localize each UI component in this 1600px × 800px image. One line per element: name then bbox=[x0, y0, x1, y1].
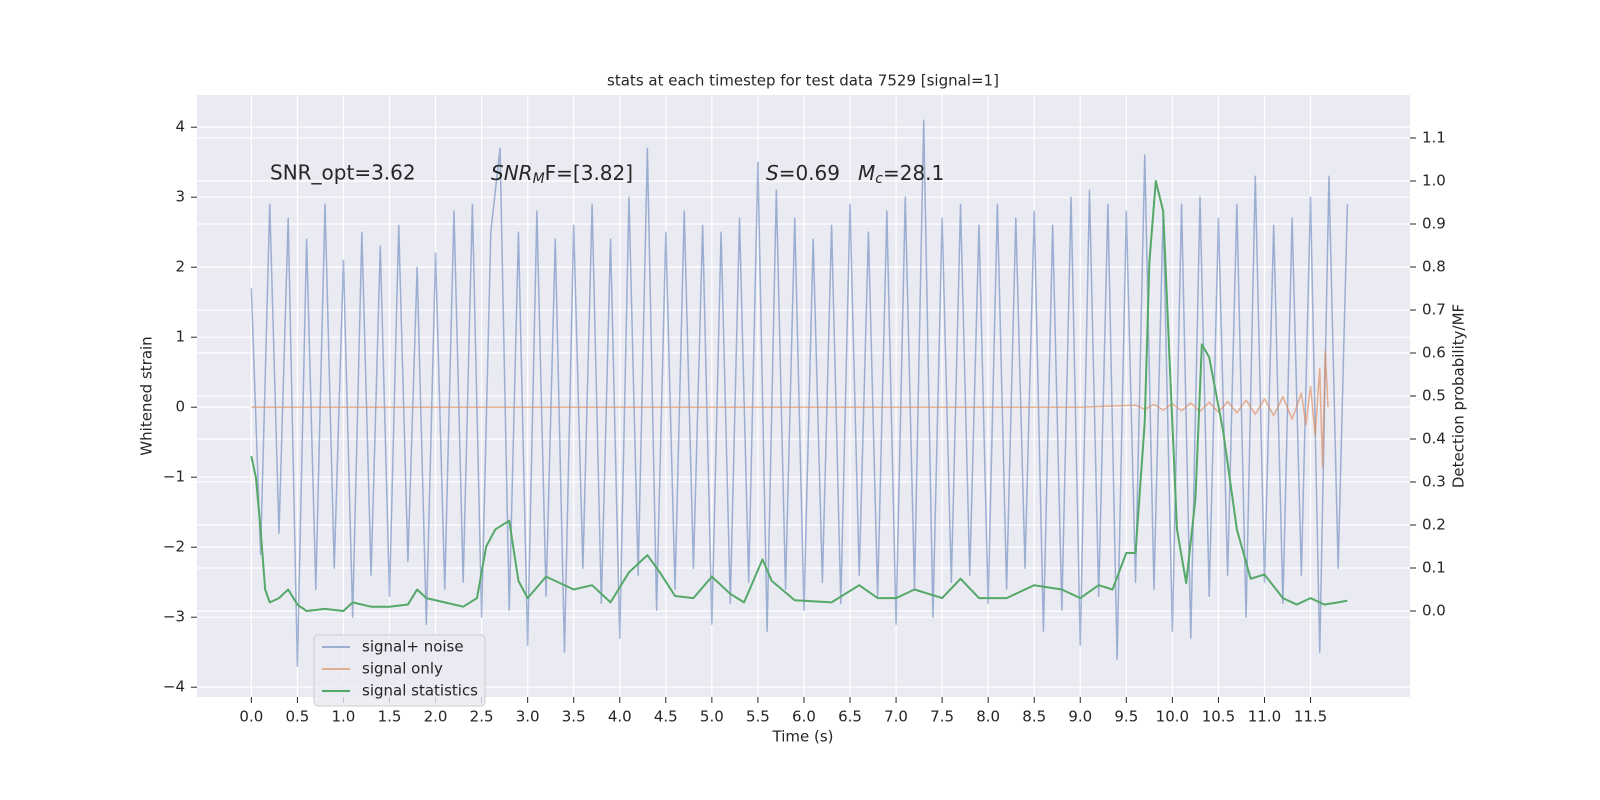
legend: signal+ noise signal only signal statistic… bbox=[313, 634, 486, 707]
annotation-main: SNR bbox=[491, 161, 533, 185]
series-line bbox=[250, 180, 1348, 612]
x-tick-label: 11.0 bbox=[1248, 708, 1281, 726]
annotation-sub: c bbox=[875, 171, 883, 187]
x-tick-label: 4.0 bbox=[608, 708, 632, 726]
y2-tick-label: 0.9 bbox=[1422, 215, 1446, 233]
x-tick-label: 7.0 bbox=[884, 708, 908, 726]
y-tick-label: −4 bbox=[163, 678, 185, 696]
x-tick-label: 5.0 bbox=[700, 708, 724, 726]
y2-tick-label: 0.0 bbox=[1422, 602, 1446, 620]
x-tick-label: 0.5 bbox=[285, 708, 309, 726]
y-tick-label: 0 bbox=[175, 398, 185, 416]
y2-tick-label: 0.3 bbox=[1422, 473, 1446, 491]
y-tick-label: −3 bbox=[163, 608, 185, 626]
annotation: SNR_opt=3.62 bbox=[270, 161, 416, 185]
legend-label: signal+ noise bbox=[362, 638, 464, 656]
annotation-sub: M bbox=[533, 171, 545, 187]
y-tick-label: −1 bbox=[163, 468, 185, 486]
series-line bbox=[250, 119, 1349, 667]
x-tick-label: 1.5 bbox=[378, 708, 402, 726]
tick-labels: 0.0 0.5 1.0 1.5 2.0 2.5 3.0 3.5 4.0 4.5 5.0 5.5 6.0 6… bbox=[163, 118, 1446, 726]
x-tick-label: 5.5 bbox=[746, 708, 770, 726]
x-tick-label: 1.0 bbox=[332, 708, 356, 726]
annotation: SNRMF=[3.82] bbox=[491, 161, 633, 188]
x-tick-label: 2.0 bbox=[424, 708, 448, 726]
y-tick-label: 1 bbox=[175, 328, 185, 346]
y-axis-label: Whitened strain bbox=[138, 336, 156, 455]
x-tick-label: 9.5 bbox=[1114, 708, 1138, 726]
x-tick-label: 6.5 bbox=[838, 708, 862, 726]
y2-tick-label: 1.1 bbox=[1422, 129, 1446, 147]
y2-tick-label: 0.1 bbox=[1422, 559, 1446, 577]
y2-tick-label: 0.4 bbox=[1422, 430, 1446, 448]
annotation-main: S bbox=[766, 161, 779, 185]
y2-tick-label: 0.8 bbox=[1422, 258, 1446, 276]
y2-tick-label: 0.5 bbox=[1422, 387, 1446, 405]
annotation: S=0.69 bbox=[766, 161, 840, 185]
y-tick-label: 3 bbox=[175, 188, 185, 206]
y2-tick-label: 0.7 bbox=[1422, 301, 1446, 319]
annotations: SNR_opt=3.62 SNRMF=[3.82] S=0.69 Mc=28.1 bbox=[270, 161, 944, 188]
annotation-rest: F=[3.82] bbox=[545, 161, 633, 185]
annotation-main: M bbox=[858, 161, 875, 185]
x-tick-label: 4.5 bbox=[654, 708, 678, 726]
x-tick-label: 0.0 bbox=[239, 708, 263, 726]
y2-tick-label: 0.6 bbox=[1422, 344, 1446, 362]
legend-label: signal statistics bbox=[362, 682, 478, 700]
x-tick-label: 11.5 bbox=[1294, 708, 1327, 726]
y2-axis-label: Detection probability/MF bbox=[1450, 304, 1468, 488]
x-tick-label: 2.5 bbox=[470, 708, 494, 726]
x-tick-label: 3.5 bbox=[562, 708, 586, 726]
annotation-rest: =0.69 bbox=[779, 161, 840, 185]
y-tick-label: 4 bbox=[175, 118, 185, 136]
x-tick-label: 10.0 bbox=[1156, 708, 1189, 726]
x-axis-label: Time (s) bbox=[772, 728, 834, 746]
annotation-rest: =28.1 bbox=[883, 161, 944, 185]
x-tick-label: 7.5 bbox=[930, 708, 954, 726]
x-tick-label: 8.5 bbox=[1022, 708, 1046, 726]
x-tick-label: 9.0 bbox=[1068, 708, 1092, 726]
y-tick-label: −2 bbox=[163, 538, 185, 556]
y2-tick-label: 0.2 bbox=[1422, 516, 1446, 534]
x-tick-label: 8.0 bbox=[976, 708, 1000, 726]
y-tick-label: 2 bbox=[175, 258, 185, 276]
x-tick-label: 3.0 bbox=[516, 708, 540, 726]
legend-box bbox=[313, 634, 486, 707]
y2-tick-label: 1.0 bbox=[1422, 172, 1446, 190]
x-tick-label: 6.0 bbox=[792, 708, 816, 726]
x-tick-label: 10.5 bbox=[1202, 708, 1235, 726]
legend-label: signal only bbox=[362, 660, 443, 678]
annotation: Mc=28.1 bbox=[858, 161, 944, 188]
chart-title: stats at each timestep for test data 752… bbox=[607, 72, 999, 90]
series-line bbox=[251, 350, 1329, 468]
